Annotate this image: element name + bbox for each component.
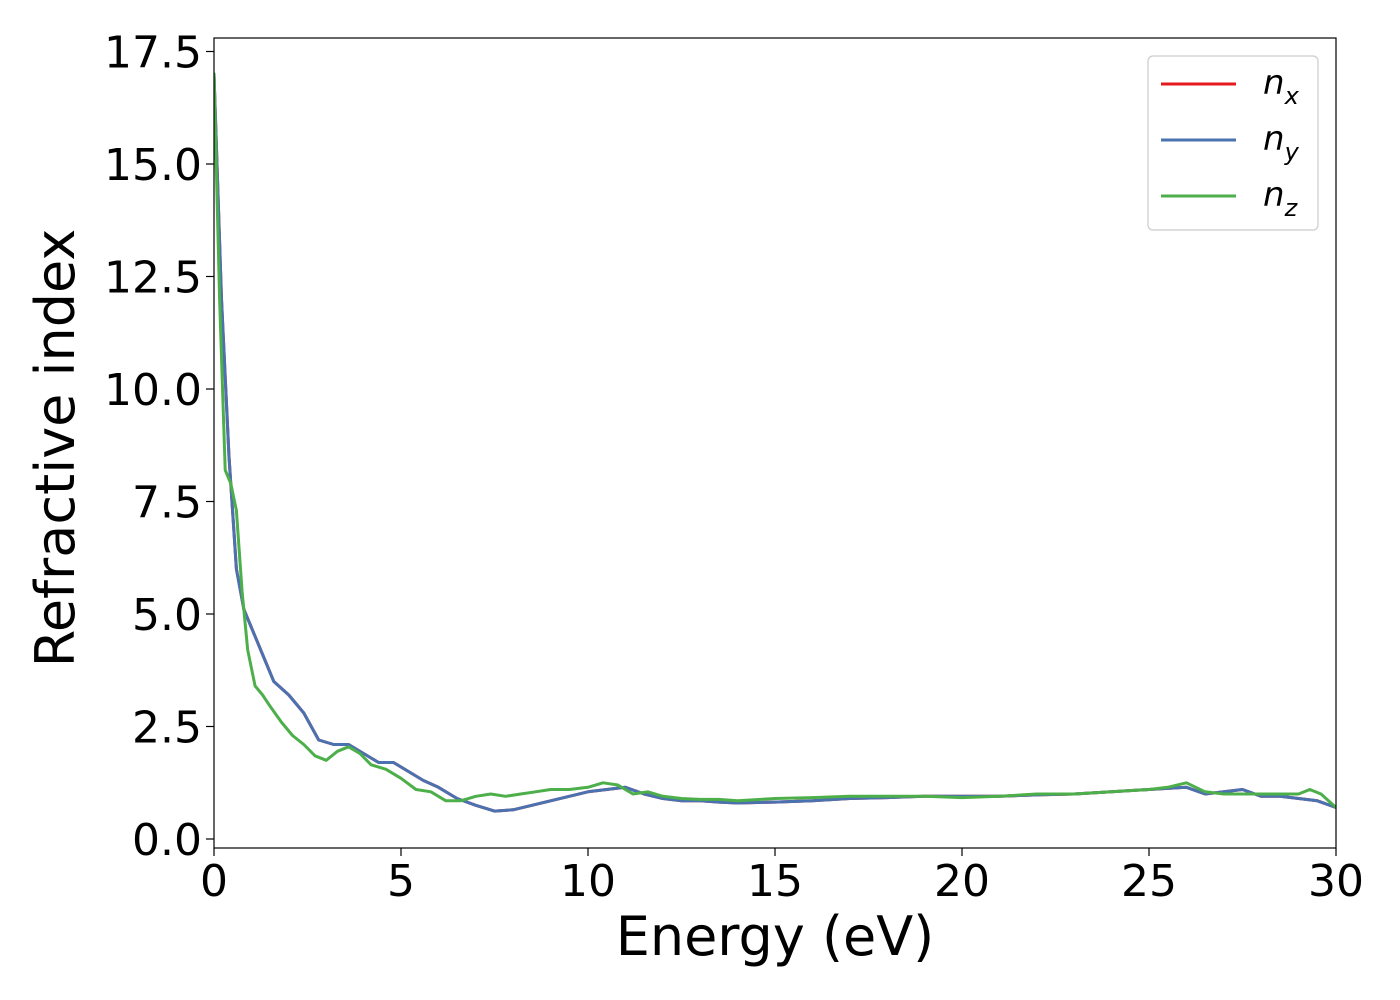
x-tick-label: 25	[1121, 856, 1177, 907]
legend-label-subscript: y	[1284, 138, 1300, 166]
x-tick-label: 10	[560, 856, 616, 907]
x-tick-label: 30	[1308, 856, 1364, 907]
x-axis-title: Energy (eV)	[616, 905, 935, 968]
legend-label-main: n	[1263, 175, 1285, 215]
x-axis: 0 5 10 15 20 25 30	[200, 848, 1364, 907]
y-axis-title: Refractive index	[24, 229, 87, 668]
series-line-z	[214, 72, 1336, 809]
y-tick-label: 12.5	[104, 253, 202, 304]
legend-label-subscript: z	[1284, 194, 1299, 222]
legend-label-subscript: x	[1284, 82, 1300, 110]
y-tick-label: 2.5	[132, 703, 202, 754]
y-tick-label: 10.0	[104, 365, 202, 416]
legend-label: nz	[1263, 175, 1299, 222]
plot-area	[214, 72, 1336, 813]
y-tick-label: 17.5	[104, 28, 202, 79]
y-axis: 0.0 2.5 5.0 7.5 10.0 12.5 15.0 17.5	[104, 28, 214, 866]
legend-label: nx	[1263, 63, 1300, 110]
legend-label-main: n	[1263, 63, 1285, 103]
x-tick-label: 15	[747, 856, 803, 907]
x-tick-label: 5	[387, 856, 415, 907]
x-tick-label: 20	[934, 856, 990, 907]
y-tick-label: 0.0	[132, 815, 202, 866]
y-tick-label: 5.0	[132, 590, 202, 641]
y-tick-label: 15.0	[104, 140, 202, 191]
x-tick-label: 0	[200, 856, 228, 907]
legend-label: ny	[1263, 119, 1300, 166]
legend-box	[1147, 55, 1319, 231]
legend-label-main: n	[1263, 119, 1285, 159]
y-tick-label: 7.5	[132, 478, 202, 529]
